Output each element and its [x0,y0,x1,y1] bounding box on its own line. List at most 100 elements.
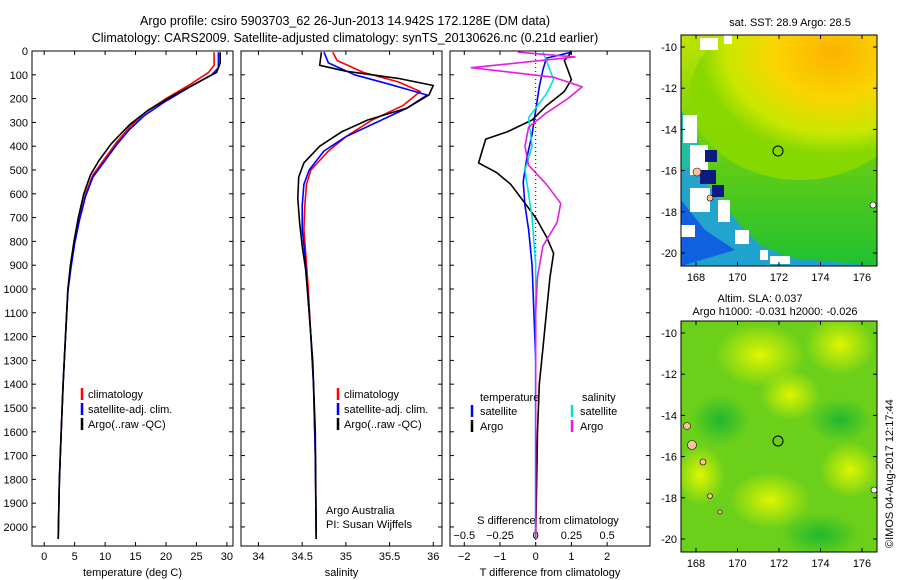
difference-panel: −2 −1 0 1 2 T difference from climatology S di… [449,50,651,579]
x-tick-label: 34.5 [291,551,312,563]
legend-label: Argo(..raw -QC) [344,419,422,431]
annotation-text: PI: Susan Wijffels [326,519,412,531]
y-tick-label: 1300 [4,355,28,367]
legend-header-temperature: temperature [480,392,539,404]
y-tick-label: 1700 [4,451,28,463]
y-tick-label: 700 [10,213,28,225]
map-y-tick-label: -14 [661,410,677,422]
x-tick-label: 35.5 [379,551,400,563]
legend-label: Argo [580,421,603,433]
map-x-tick-label: 172 [770,272,788,284]
sst-map [681,35,877,266]
map-y-tick-label: -14 [661,124,677,136]
map-y-tick-label: -16 [661,452,677,464]
temperature-frame [31,50,234,547]
map-x-tick-label: 174 [811,558,829,570]
x-tick-label: 25 [190,551,202,563]
sla-map-ticks: 168 170 172 174 176 -10 -12 -14 -16 -18 -20 [661,321,877,570]
map-y-tick-label: -12 [661,83,677,95]
legend-label: satellite-adj. clim. [344,404,428,416]
s-difference-axis-label: S difference from climatology [477,515,619,527]
map-y-tick-label: -18 [661,493,677,505]
y-tick-label: 800 [10,236,28,248]
map-x-tick-label: 174 [811,272,829,284]
s-tick-label: 0.25 [561,530,582,542]
difference-series-line-1 [477,51,573,539]
y-tick-label: 1200 [4,332,28,344]
y-tick-label: 1600 [4,427,28,439]
legend-label: Argo(..raw -QC) [88,419,166,431]
salinity-panel: 34 34.5 35 35.5 36 salinity climatology satelli… [240,50,443,579]
legend-label: climatology [88,389,144,401]
difference-frame [449,50,651,547]
y-tick-label: 100 [10,70,28,82]
y-tick-label: 1800 [4,474,28,486]
y-tick-label: 300 [10,117,28,129]
y-tick-label: 2000 [4,522,28,534]
sst-map-title: sat. SST: 28.9 Argo: 28.5 [729,17,851,29]
y-tick-label: 1900 [4,498,28,510]
difference-series-line-3 [470,51,583,539]
map-x-tick-label: 168 [687,558,705,570]
sla-map-title1: Altim. SLA: 0.037 [718,293,803,305]
x-tick-label: 1 [568,551,574,563]
x-tick-label: −2 [458,551,471,563]
x-tick-label: 15 [129,551,141,563]
map-y-tick-label: -18 [661,207,677,219]
s-tick-label: −0.5 [453,530,475,542]
map-x-tick-label: 176 [853,558,871,570]
legend-label: satellite [480,406,517,418]
x-tick-label: 10 [99,551,111,563]
footer-credit: ©IMOS 04-Aug-2017 12:17:44 [884,399,896,548]
map-x-tick-label: 176 [853,272,871,284]
s-tick-label: −0.25 [486,530,514,542]
temperature-panel: 0100200300400500600700800900100011001200… [4,46,234,579]
x-tick-label: 0 [41,551,47,563]
temperature-series-line-1 [57,52,220,539]
legend-label: Argo [480,421,503,433]
x-tick-label: 35 [340,551,352,563]
legend-header-salinity: salinity [582,392,616,404]
header-line1: Argo profile: csiro 5903703_62 26-Jun-20… [140,14,550,28]
sst-argo-location-marker [772,145,784,157]
y-tick-label: 1000 [4,284,28,296]
x-tick-label: 2 [604,551,610,563]
y-tick-label: 1100 [4,308,28,320]
x-tick-label: 20 [160,551,172,563]
annotation-text: Argo Australia [326,505,395,517]
salinity-series-line-2 [296,52,435,539]
y-tick-label: 600 [10,189,28,201]
x-tick-label: 34 [252,551,264,563]
salinity-frame [240,50,443,547]
map-y-tick-label: -12 [661,369,677,381]
sla-argo-location-marker [772,435,784,447]
map-x-tick-label: 172 [770,558,788,570]
x-tick-label: −1 [494,551,507,563]
x-tick-label: 36 [427,551,439,563]
legend-label: satellite-adj. clim. [88,404,172,416]
salinity-series-line-0 [303,51,422,539]
difference-xlabel: T difference from climatology [480,567,621,579]
temperature-xlabel: temperature (deg C) [83,567,182,579]
map-x-tick-label: 170 [728,558,746,570]
y-tick-label: 200 [10,94,28,106]
s-tick-label: 0.5 [599,530,614,542]
temperature-series-line-2 [57,52,221,539]
x-tick-label: 0 [533,551,539,563]
header-line2: Climatology: CARS2009. Satellite-adjuste… [92,31,599,45]
salinity-xlabel: salinity [325,567,359,579]
y-tick-label: 1500 [4,403,28,415]
y-tick-label: 0 [22,46,28,58]
y-tick-label: 1400 [4,379,28,391]
y-tick-label: 500 [10,165,28,177]
map-y-tick-label: -10 [661,42,677,54]
legend-label: satellite [580,406,617,418]
x-tick-label: 5 [72,551,78,563]
map-x-tick-label: 170 [728,272,746,284]
difference-series-line-2 [524,51,555,539]
y-tick-label: 900 [10,260,28,272]
sla-map [681,321,877,552]
map-x-tick-label: 168 [687,272,705,284]
map-y-tick-label: -20 [661,248,677,260]
